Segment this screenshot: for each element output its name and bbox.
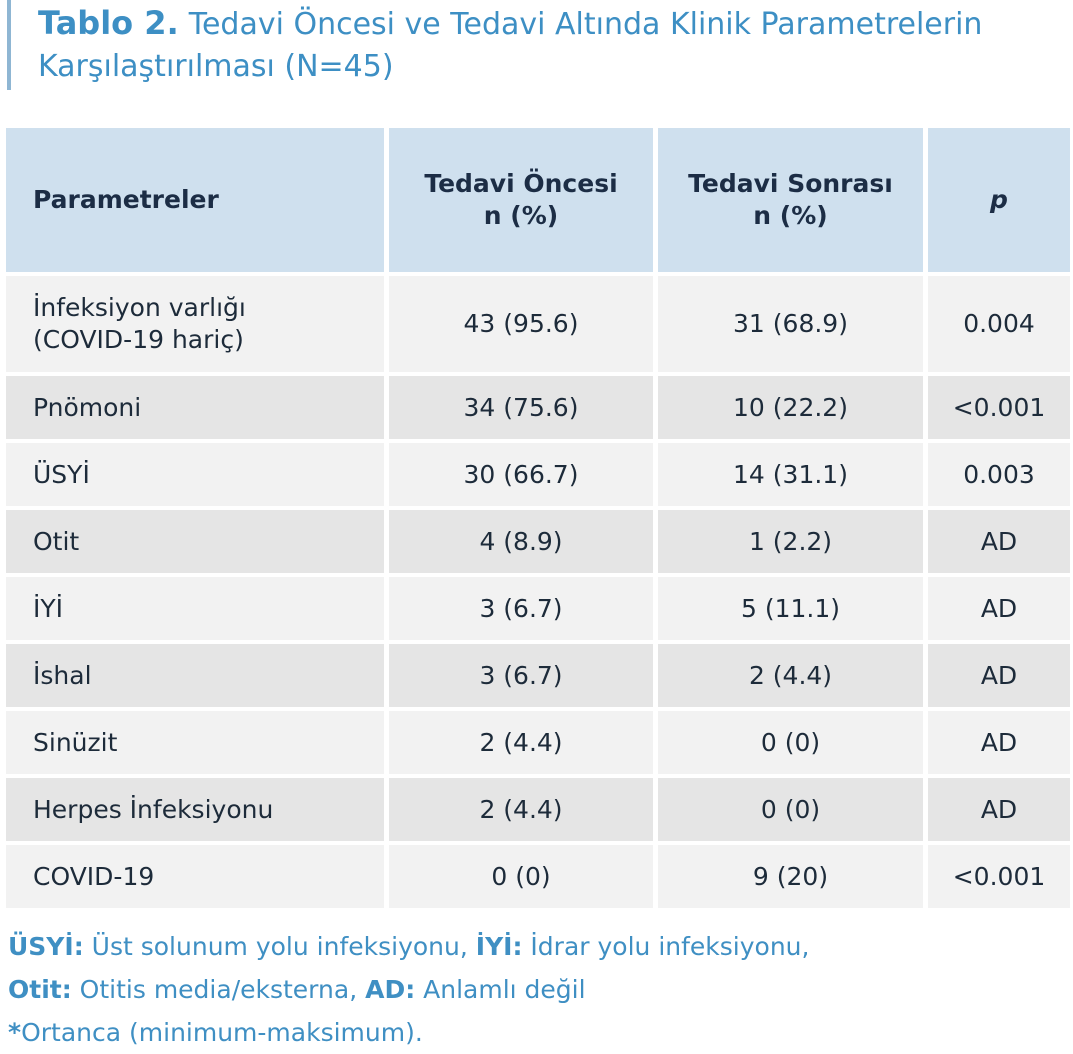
footnote: Otit: Otitis media/eksterna, AD: Anlamlı… (8, 968, 809, 1011)
table-cell: 5 (11.1) (658, 577, 923, 640)
cell-line: n (%) (753, 201, 828, 230)
row-label: Sinüzit (6, 711, 384, 774)
row-label: Pnömoni (6, 376, 384, 439)
footnote-term: Otit: (8, 975, 72, 1004)
table-cell: 43 (95.6) (389, 276, 653, 372)
table-cell: 10 (22.2) (658, 376, 923, 439)
cell-line: Tedavi Öncesi (424, 169, 618, 198)
footnote-term: İYİ: (475, 932, 523, 961)
cell-line: İshal (33, 660, 92, 690)
cell-text: Herpes İnfeksiyonu (33, 794, 273, 826)
header-cell: p (928, 128, 1070, 272)
table-cell: AD (928, 644, 1070, 707)
footnote-text: Anlamlı değil (415, 975, 586, 1004)
table-cell: 0 (0) (389, 845, 653, 908)
row-label: İshal (6, 644, 384, 707)
cell-line: Pnömoni (33, 392, 142, 422)
table-cell: <0.001 (928, 845, 1070, 908)
table-cell: 0 (0) (658, 711, 923, 774)
row-label: Herpes İnfeksiyonu (6, 778, 384, 841)
cell-text: Pnömoni (33, 392, 141, 424)
cell-line: Sinüzit (33, 727, 118, 757)
table-cell: 34 (75.6) (389, 376, 653, 439)
cell-text: İnfeksiyon varlığı (COVID-19 hariç) (33, 292, 246, 356)
table-cell: 2 (4.4) (658, 644, 923, 707)
table-cell: 31 (68.9) (658, 276, 923, 372)
footnote-text: İdrar yolu infeksiyonu, (522, 932, 810, 961)
table-cell: 3 (6.7) (389, 644, 653, 707)
footnote-term: * (8, 1018, 22, 1047)
footnote: *Ortanca (minimum-maksimum). (8, 1011, 809, 1054)
footnote-text: Ortanca (minimum-maksimum). (21, 1018, 423, 1047)
table-cell: AD (928, 577, 1070, 640)
table-cell: 4 (8.9) (389, 510, 653, 573)
table-cell: 2 (4.4) (389, 778, 653, 841)
table-cell: <0.001 (928, 376, 1070, 439)
cell-line: İYİ (33, 593, 64, 623)
table-cell: 30 (66.7) (389, 443, 653, 506)
table: Parametreler Tedavi Öncesi n (%) Tedavi Son… (6, 128, 1070, 908)
cell-text: Parametreler (33, 184, 219, 216)
table-cell: 1 (2.2) (658, 510, 923, 573)
table-cell: 9 (20) (658, 845, 923, 908)
table-cell: 2 (4.4) (389, 711, 653, 774)
cell-line: Herpes İnfeksiyonu (33, 794, 274, 824)
table-cell: 0.003 (928, 443, 1070, 506)
footnote-term: AD: (365, 975, 416, 1004)
cell-text: Tedavi Öncesi n (%) (424, 168, 617, 232)
title-label: Tablo 2. (38, 4, 179, 42)
footnote-text: Otitis media/eksterna, (71, 975, 366, 1004)
row-label: ÜSYİ (6, 443, 384, 506)
row-label: İnfeksiyon varlığı (COVID-19 hariç) (6, 276, 384, 372)
cell-line: COVID-19 (33, 861, 155, 891)
cell-text: p (990, 184, 1008, 216)
cell-text: Sinüzit (33, 727, 117, 759)
table-cell: AD (928, 510, 1070, 573)
row-label: Otit (6, 510, 384, 573)
table-cell: 0.004 (928, 276, 1070, 372)
title: Tablo 2. Tedavi Öncesi ve Tedavi Altında … (38, 2, 1058, 88)
header-cell: Parametreler (6, 128, 384, 272)
cell-text: Tedavi Sonrası n (%) (688, 168, 893, 232)
cell-text: İYİ (33, 593, 63, 625)
cell-line: Tedavi Sonrası (688, 169, 893, 198)
header-cell: Tedavi Sonrası n (%) (658, 128, 923, 272)
cell-text: COVID-19 (33, 861, 154, 893)
row-label: İYİ (6, 577, 384, 640)
table-cell: AD (928, 778, 1070, 841)
cell-line: p (990, 185, 1008, 214)
table-cell: AD (928, 711, 1070, 774)
row-label: COVID-19 (6, 845, 384, 908)
cell-line: n (%) (483, 201, 559, 230)
cell-line: İnfeksiyon varlığı (33, 293, 246, 322)
footnote: ÜSYİ: Üst solunum yolu infeksiyonu, İYİ:… (8, 925, 809, 968)
footnotes: ÜSYİ: Üst solunum yolu infeksiyonu, İYİ:… (8, 925, 809, 1054)
cell-line: Parametreler (33, 185, 219, 214)
title-bar (7, 0, 11, 90)
cell-line: (COVID-19 hariç) (33, 325, 244, 354)
cell-text: Otit (33, 526, 79, 558)
table-cell: 0 (0) (658, 778, 923, 841)
footnote-term: ÜSYİ: (8, 932, 84, 961)
table-cell: 14 (31.1) (658, 443, 923, 506)
header-cell: Tedavi Öncesi n (%) (389, 128, 653, 272)
cell-text: İshal (33, 660, 92, 692)
cell-line: ÜSYİ (33, 459, 90, 489)
cell-line: Otit (33, 526, 80, 556)
footnote-text: Üst solunum yolu infeksiyonu, (83, 932, 476, 961)
table-cell: 3 (6.7) (389, 577, 653, 640)
title-text: Tedavi Öncesi ve Tedavi Altında Klinik P… (38, 7, 983, 84)
cell-text: ÜSYİ (33, 459, 90, 491)
